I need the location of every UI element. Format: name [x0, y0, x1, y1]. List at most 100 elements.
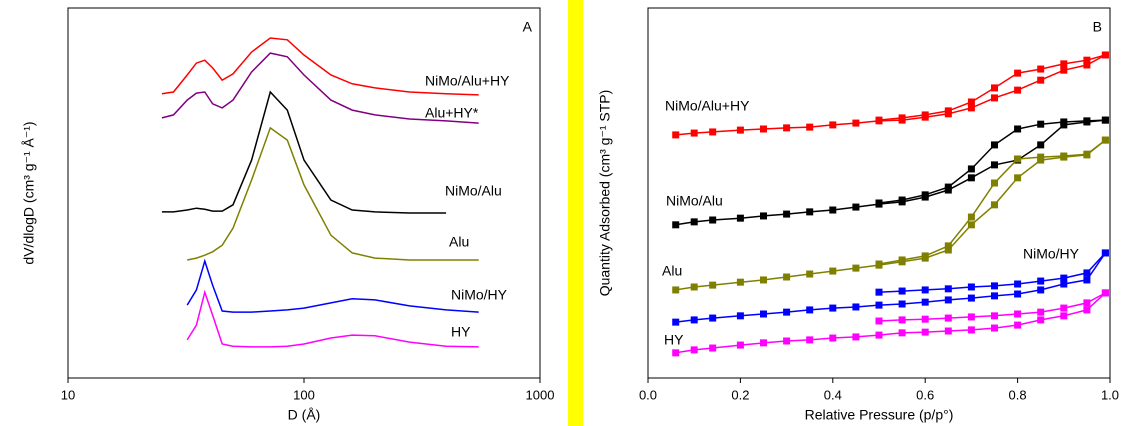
data-point [1037, 65, 1045, 73]
data-point [1083, 117, 1091, 125]
data-point [991, 161, 998, 169]
x-tick-label: 0.8 [1009, 387, 1027, 402]
data-point [672, 318, 680, 326]
x-tick-label: 100 [293, 387, 315, 402]
series-label: NiMo/Alu+HY [425, 73, 510, 89]
data-point [783, 337, 791, 345]
data-point [991, 201, 998, 209]
series-line [161, 52, 479, 124]
data-point [1060, 280, 1068, 288]
data-point [806, 208, 814, 216]
data-point [1083, 276, 1091, 284]
series-label: HY [451, 324, 471, 340]
data-point [829, 304, 837, 312]
data-point [783, 273, 791, 281]
data-point [1083, 61, 1091, 69]
data-point [991, 94, 998, 102]
data-point [875, 260, 883, 268]
data-point [898, 256, 906, 264]
data-point [1014, 155, 1022, 163]
series-line [161, 37, 479, 96]
data-point [829, 206, 837, 214]
x-tick-label: 1000 [526, 387, 555, 402]
series-line [187, 126, 479, 261]
data-point [806, 123, 814, 131]
data-point [944, 314, 952, 322]
data-point [806, 306, 814, 314]
data-point [1037, 286, 1045, 294]
data-point [1014, 321, 1022, 329]
data-point [1060, 60, 1068, 68]
data-point [921, 191, 929, 199]
series-line [675, 292, 1106, 354]
data-point [806, 270, 814, 278]
data-point [967, 98, 975, 106]
data-point [1060, 304, 1068, 312]
data-point [991, 179, 998, 187]
data-point [709, 314, 717, 322]
x-tick-label: 0.0 [639, 387, 657, 402]
data-point [760, 212, 767, 220]
series-line [161, 90, 447, 214]
data-point [709, 344, 717, 352]
series-label: NiMo/Alu [666, 193, 723, 209]
data-point [875, 199, 883, 207]
data-point [921, 328, 929, 336]
data-point [898, 196, 906, 204]
data-point [690, 129, 698, 137]
series-label: NiMo/Alu [445, 183, 502, 199]
data-point [944, 246, 952, 254]
data-point [1037, 76, 1045, 84]
data-point [991, 84, 998, 92]
data-point [967, 104, 975, 112]
data-point [898, 114, 906, 122]
data-point [1101, 289, 1109, 297]
data-point [921, 298, 929, 306]
series-label: Alu+HY* [425, 105, 479, 121]
data-point [760, 339, 767, 347]
data-point [1037, 120, 1045, 128]
data-point [921, 111, 929, 119]
x-tick-label: 0.6 [916, 387, 934, 402]
data-point [944, 242, 952, 250]
series-line [186, 289, 479, 348]
data-point [1101, 136, 1109, 144]
y-axis-title: dV/dlogD (cm³ g⁻¹ Å⁻¹) [21, 121, 37, 264]
data-point [967, 174, 975, 182]
data-point [1083, 306, 1091, 314]
data-point [991, 292, 998, 300]
data-point [991, 282, 998, 290]
data-point [783, 124, 791, 132]
data-point [898, 300, 906, 308]
data-point [852, 303, 860, 311]
data-point [829, 267, 837, 275]
data-point [875, 317, 883, 325]
data-point [875, 116, 883, 124]
data-point [944, 296, 952, 304]
data-point [760, 125, 767, 133]
x-axis-title: Relative Pressure (p/p°) [805, 407, 954, 423]
panel-label: A [523, 19, 533, 35]
data-point [1037, 153, 1045, 161]
x-tick-label: 0.4 [824, 387, 842, 402]
data-point [709, 128, 717, 136]
data-point [1060, 274, 1068, 282]
data-point [1083, 269, 1091, 277]
data-point [967, 283, 975, 291]
data-point [898, 287, 906, 295]
data-point [967, 294, 975, 302]
data-point [921, 252, 929, 260]
data-point [709, 216, 717, 224]
data-point [898, 316, 906, 324]
data-point [806, 336, 814, 344]
data-point [690, 283, 698, 291]
data-point [1101, 116, 1109, 124]
data-point [852, 203, 860, 211]
y-axis-title: Quantity Adsorbed (cm³ g⁻¹ STP) [597, 90, 613, 297]
data-point [736, 278, 744, 286]
series-label: Alu [662, 263, 682, 279]
data-point [672, 221, 680, 229]
data-point [736, 126, 744, 134]
data-point [944, 107, 952, 115]
series-label: Alu [449, 234, 469, 250]
